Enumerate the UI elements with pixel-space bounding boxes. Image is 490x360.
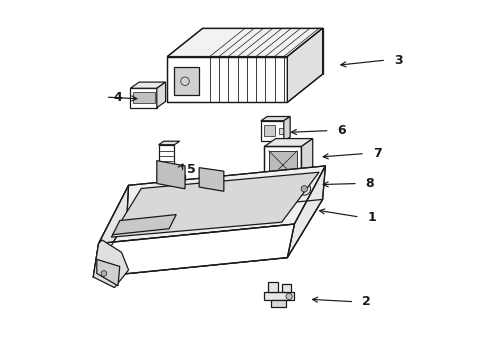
Polygon shape	[98, 166, 325, 243]
Polygon shape	[174, 67, 199, 95]
Polygon shape	[93, 224, 294, 277]
Polygon shape	[282, 284, 291, 292]
Polygon shape	[265, 125, 275, 136]
Polygon shape	[265, 292, 294, 300]
Polygon shape	[97, 259, 120, 286]
Polygon shape	[93, 185, 128, 277]
Polygon shape	[287, 166, 325, 258]
Polygon shape	[265, 139, 313, 147]
Polygon shape	[265, 147, 301, 184]
Polygon shape	[199, 168, 224, 191]
Text: 7: 7	[373, 147, 381, 160]
Polygon shape	[130, 82, 166, 88]
Text: 1: 1	[368, 211, 376, 224]
Polygon shape	[130, 88, 157, 108]
Polygon shape	[111, 172, 319, 237]
Polygon shape	[159, 145, 174, 175]
Text: 6: 6	[338, 124, 346, 137]
Polygon shape	[168, 28, 322, 57]
Text: 8: 8	[366, 177, 374, 190]
Polygon shape	[157, 161, 185, 189]
Polygon shape	[113, 215, 176, 235]
Circle shape	[286, 293, 292, 300]
Polygon shape	[133, 92, 155, 103]
Polygon shape	[261, 121, 284, 141]
Polygon shape	[159, 141, 180, 145]
Polygon shape	[159, 175, 185, 183]
Polygon shape	[271, 300, 286, 307]
Text: 2: 2	[362, 295, 371, 308]
Polygon shape	[168, 57, 287, 102]
Circle shape	[301, 186, 307, 192]
Polygon shape	[278, 128, 284, 134]
Circle shape	[101, 271, 107, 276]
Polygon shape	[157, 82, 166, 108]
Polygon shape	[268, 282, 278, 292]
Polygon shape	[287, 28, 322, 102]
Text: 4: 4	[113, 91, 122, 104]
Polygon shape	[301, 139, 313, 184]
Text: 5: 5	[188, 163, 196, 176]
Text: 3: 3	[394, 54, 402, 67]
Polygon shape	[261, 117, 290, 121]
Polygon shape	[284, 117, 290, 141]
Circle shape	[298, 183, 311, 195]
Polygon shape	[93, 240, 128, 288]
Polygon shape	[93, 199, 322, 277]
Polygon shape	[269, 151, 297, 179]
